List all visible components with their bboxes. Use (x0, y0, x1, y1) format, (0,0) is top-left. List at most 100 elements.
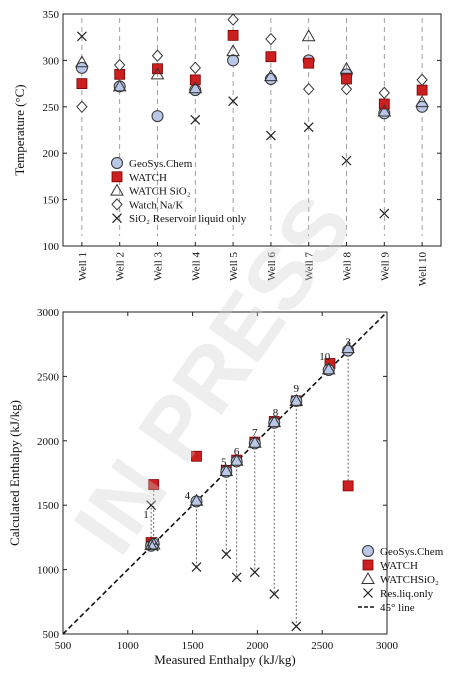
data-point (301, 29, 316, 42)
well-number-label: 6 (234, 446, 240, 458)
x-tick-label: Well 6 (266, 252, 278, 281)
data-point-stroke (146, 500, 157, 511)
legend-marker (362, 559, 374, 571)
y-tick-label: 2500 (37, 371, 60, 383)
x-tick-label: Well 8 (342, 252, 354, 281)
data-point-stroke (269, 589, 280, 599)
data-point-stroke (303, 122, 314, 133)
data-point (191, 562, 202, 572)
data-point (114, 58, 126, 72)
legend-label: Res.liq.only (380, 588, 434, 600)
plot-frame (62, 13, 442, 247)
x-tick-label: Well 4 (190, 252, 202, 281)
well-number-label: 8 (273, 407, 279, 419)
data-point (150, 67, 165, 80)
data-point-stroke (379, 208, 390, 219)
x-tick-label: 1500 (182, 640, 205, 652)
data-point (416, 84, 428, 96)
data-point (416, 73, 428, 87)
data-point (146, 500, 157, 511)
legend-label: WATCHSiO₂ (380, 574, 439, 586)
data-point (291, 621, 302, 632)
x-tick-label: 2000 (246, 640, 269, 652)
data-point (303, 57, 315, 69)
temperature-chart: 100 150 200 250 300 350 Well 1 Well 2 Well 3 Well… (12, 9, 442, 286)
x-tick-label: 500 (55, 640, 72, 652)
data-point (148, 479, 160, 490)
legend-marker (363, 588, 373, 598)
data-point (289, 393, 304, 406)
data-point (219, 464, 234, 477)
enthalpy-chart: 500 1000 1500 2000 2500 300050010001500200025… (7, 307, 444, 667)
data-point (265, 130, 276, 141)
y-tick-label: 300 (43, 55, 60, 67)
well-number-label: 7 (252, 427, 258, 439)
data-point (269, 589, 280, 599)
data-point (226, 44, 240, 57)
x-tick-label: Well 9 (379, 252, 391, 281)
data-point-stroke (341, 155, 352, 166)
data-point (342, 480, 354, 492)
data-point (303, 122, 314, 133)
legend-marker (111, 198, 123, 211)
well-number-label: 3 (345, 337, 351, 349)
data-point (378, 107, 391, 120)
y-tick-label: 1500 (37, 500, 60, 512)
data-point (229, 453, 244, 466)
x-tick-label: Well 3 (153, 252, 165, 281)
data-point-stroke (76, 31, 87, 42)
data-point (76, 78, 88, 89)
data-point (76, 100, 88, 114)
data-point (151, 49, 164, 63)
well-number-label: 2 (154, 536, 160, 548)
data-point (146, 537, 161, 550)
legend-marker (112, 213, 122, 224)
x-tick-label: 2500 (311, 640, 334, 652)
data-point (341, 73, 352, 85)
legend-label: WATCH (129, 172, 167, 184)
well-number-label: 5 (221, 456, 227, 468)
data-point (76, 31, 87, 42)
data-point (188, 81, 203, 94)
y-tick-label: 250 (43, 102, 60, 114)
legend-label: Watch Na/K (129, 199, 183, 211)
y-tick-label: 3000 (37, 307, 60, 319)
data-point (247, 435, 262, 448)
legend-marker (362, 545, 374, 557)
data-point (341, 155, 352, 166)
y-tick-label: 350 (43, 9, 60, 21)
data-point (189, 74, 201, 86)
data-point (189, 493, 204, 506)
data-point (227, 13, 239, 26)
data-point (264, 69, 278, 82)
data-point (112, 79, 127, 92)
data-point (265, 51, 277, 63)
legend-marker-stroke (363, 588, 373, 598)
legend-marker (110, 183, 124, 196)
data-point (267, 415, 282, 428)
y-tick-label: 1000 (37, 565, 60, 577)
data-point-stroke (190, 114, 201, 125)
well-number-label: 4 (185, 490, 191, 502)
x-tick-label: 1000 (117, 640, 140, 652)
data-point (191, 450, 202, 462)
data-point (378, 98, 390, 110)
well-number-label: 9 (294, 383, 300, 395)
data-point (378, 86, 390, 100)
data-point (265, 32, 277, 46)
legend-label: GeoSys.Chem (380, 546, 444, 558)
data-point (151, 110, 164, 123)
well-number-label: 1 (143, 509, 149, 521)
plot-frame (62, 311, 388, 635)
y-tick-label: 100 (43, 241, 60, 253)
legend-label: WATCH SiO₂ (129, 186, 191, 198)
well-number-label: 10 (319, 351, 331, 363)
data-point-stroke (265, 130, 276, 141)
data-point (342, 344, 355, 357)
y-axis-label: Temperature (°C) (12, 84, 27, 175)
legend-label: 45° line (380, 602, 415, 614)
data-point (227, 29, 239, 41)
data-point (340, 82, 353, 96)
data-point-stroke (191, 562, 202, 572)
